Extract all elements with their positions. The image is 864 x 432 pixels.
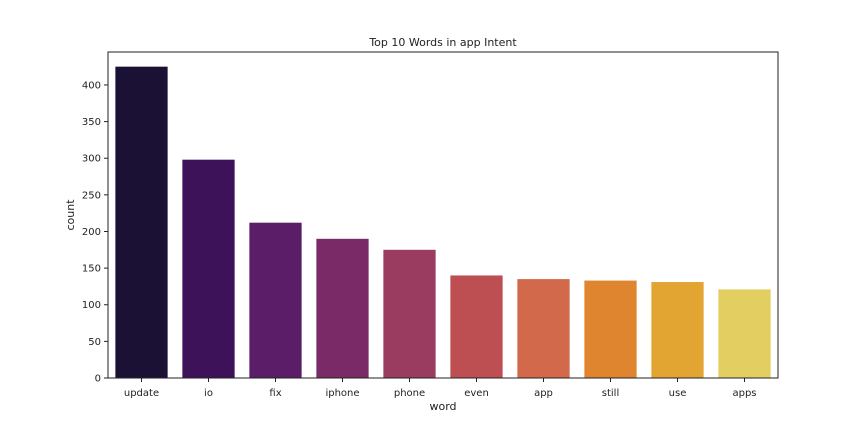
y-tick-label: 200 xyxy=(82,227,101,238)
x-axis-ticks: update io fix iphone phone even app still use app… xyxy=(124,378,757,399)
y-tick-label: 250 xyxy=(82,190,101,201)
bar-io xyxy=(182,159,235,378)
y-tick-label: 0 xyxy=(95,374,101,385)
bar-still xyxy=(584,280,637,378)
x-tick-label: io xyxy=(204,388,213,399)
bar-phone xyxy=(383,249,436,378)
y-tick-label: 100 xyxy=(82,300,101,311)
x-tick-label: apps xyxy=(732,388,756,399)
x-axis-label: word xyxy=(429,400,456,413)
x-tick-label: update xyxy=(124,388,159,399)
bar-use xyxy=(651,282,704,378)
bar-app xyxy=(517,279,570,378)
x-tick-label: iphone xyxy=(325,388,359,399)
y-tick-label: 400 xyxy=(82,80,101,91)
x-tick-label: use xyxy=(669,388,687,399)
bar-iphone xyxy=(316,238,369,378)
plot-frame xyxy=(107,51,779,379)
y-axis-label: count xyxy=(64,199,77,231)
x-tick-label: still xyxy=(602,388,619,399)
y-tick-label: 50 xyxy=(88,337,101,348)
bar-apps xyxy=(718,289,771,378)
y-axis-ticks: 0 50 100 150 200 250 300 350 400 xyxy=(82,80,108,385)
chart-title: Top 10 Words in app Intent xyxy=(368,36,517,49)
bar-fix xyxy=(249,222,302,378)
x-tick-label: app xyxy=(534,388,553,399)
y-tick-label: 300 xyxy=(82,154,101,165)
bars-group xyxy=(115,66,771,379)
y-tick-label: 350 xyxy=(82,117,101,128)
bar-update xyxy=(115,66,168,379)
x-tick-label: even xyxy=(464,388,489,399)
bar-even xyxy=(450,275,503,378)
y-tick-label: 150 xyxy=(82,264,101,275)
x-tick-label: fix xyxy=(269,388,281,399)
x-tick-label: phone xyxy=(394,388,425,399)
